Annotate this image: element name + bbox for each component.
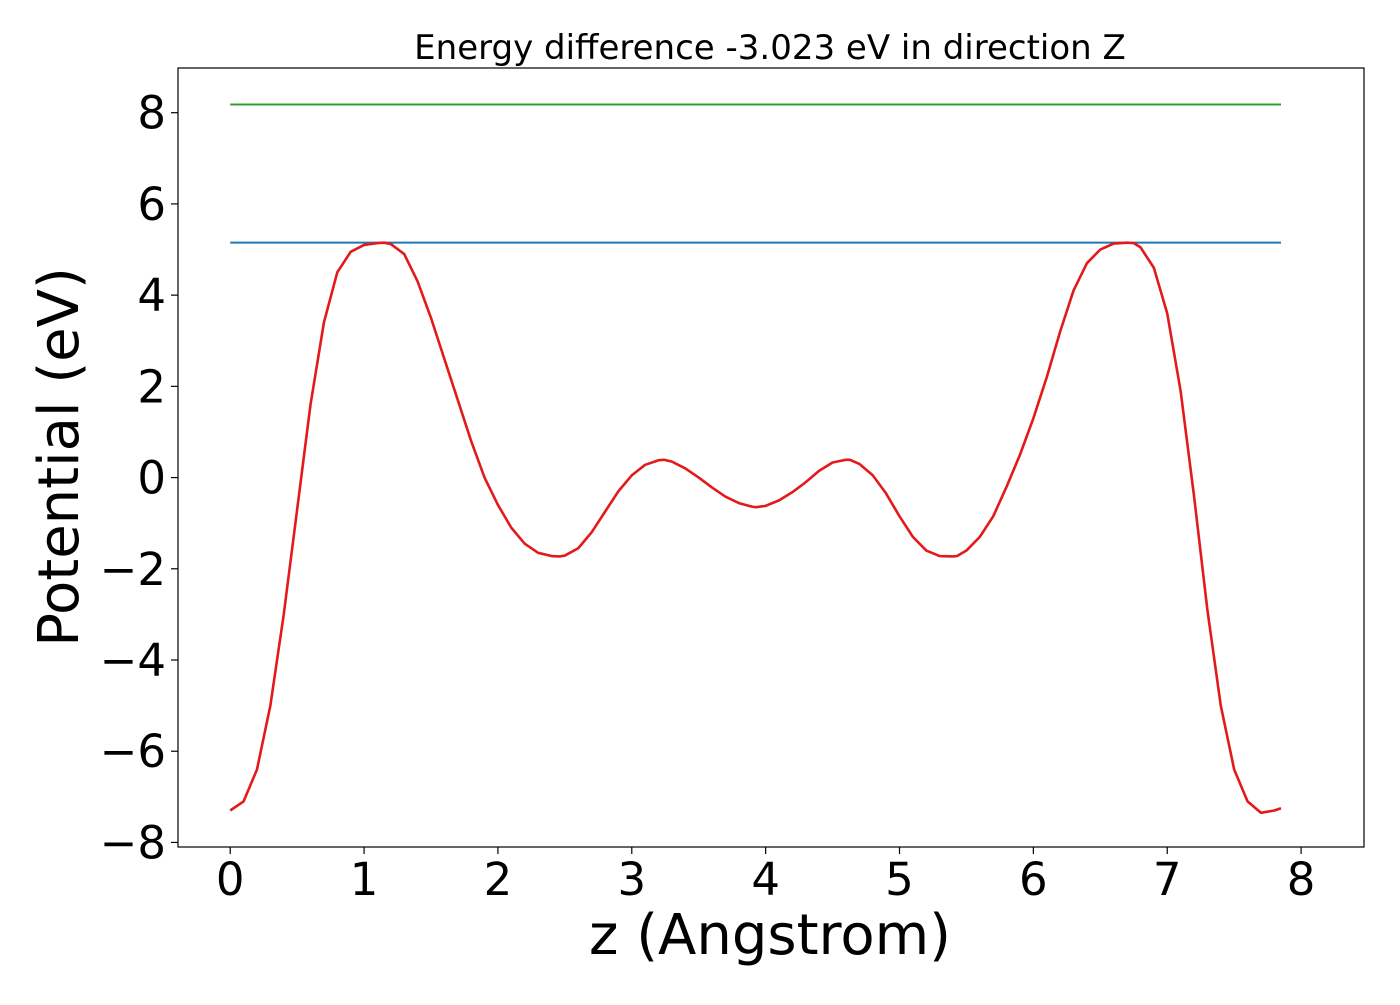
- x-tick-label: 4: [751, 853, 780, 906]
- series-line-3: [229, 241, 1282, 815]
- x-axis-ticks: 0 1 2 3 4 5 6 7 8: [216, 847, 1316, 906]
- y-axis-ticks: −8 −6 −4 −2 0 2 4 6 8: [100, 87, 178, 869]
- x-tick-label: 3: [617, 853, 646, 906]
- y-axis-label: Potential (eV): [27, 267, 92, 647]
- x-tick-label: 2: [484, 853, 513, 906]
- chart-title: Energy difference -3.023 eV in direction…: [414, 28, 1126, 68]
- axes-frame: [177, 67, 1365, 848]
- y-tick-label: −2: [100, 543, 166, 596]
- x-axis-label: z (Angstrom): [589, 903, 951, 968]
- y-tick-label: 8: [137, 87, 166, 140]
- y-tick-label: 4: [137, 269, 166, 322]
- y-tick-label: −6: [100, 725, 166, 778]
- y-tick-label: −8: [100, 816, 166, 869]
- plot-series: [229, 103, 1282, 815]
- x-tick-label: 1: [350, 853, 379, 906]
- x-tick-label: 0: [216, 853, 245, 906]
- y-tick-label: 0: [137, 452, 166, 505]
- x-tick-label: 8: [1287, 853, 1316, 906]
- x-tick-label: 7: [1153, 853, 1182, 906]
- x-tick-label: 6: [1019, 853, 1048, 906]
- x-tick-label: 5: [885, 853, 914, 906]
- y-tick-label: −4: [100, 634, 166, 687]
- y-tick-label: 6: [137, 178, 166, 231]
- plot-area-frame: [177, 67, 1365, 848]
- y-tick-label: 2: [137, 360, 166, 413]
